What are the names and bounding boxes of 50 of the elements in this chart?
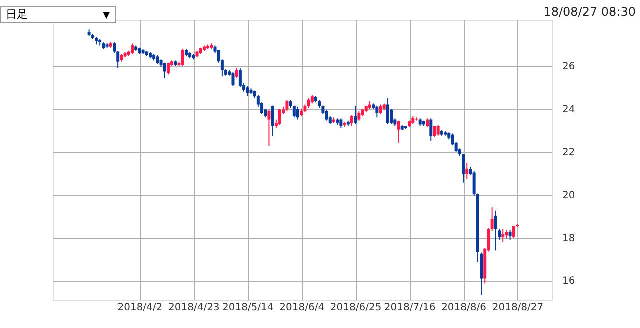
y-tick-label: 26 [562,62,576,73]
y-tick-label: 22 [562,147,576,158]
y-tick-label: 24 [562,104,576,116]
candlestick [376,105,379,118]
candlestick [181,48,184,67]
candlestick [490,207,494,232]
candlestick [130,43,134,55]
candlestick [235,68,238,78]
candlestick [397,120,400,144]
candlestick [436,124,440,136]
candlestick [307,98,310,108]
candlestick [379,104,382,115]
candlestick [286,100,289,112]
x-tick-label: 2018/6/25 [330,302,382,314]
y-tick-label: 18 [562,233,576,244]
x-tick-label: 2018/6/4 [280,302,325,314]
candlestick [340,118,343,129]
candlestick [350,114,354,127]
candlestick [430,118,433,142]
candlestick [390,108,394,125]
text: 日足 [6,8,28,21]
candlestick [268,110,271,147]
candlestick [508,230,512,240]
y-tick-label: 20 [562,190,576,202]
candlestick [163,62,166,79]
candlestick [358,110,361,122]
candlestick [466,162,469,180]
x-tick-label: 2018/5/14 [222,302,274,314]
candlestick [386,98,390,125]
candlestick [433,126,436,138]
x-tick-label: 2018/8/27 [492,302,544,314]
candlestick [232,72,235,88]
y-tick-label: 16 [562,276,576,288]
candlestick [296,106,300,120]
x-tick-label: 2018/8/6 [442,302,486,314]
candlestick [502,228,505,243]
candlestick [494,210,498,252]
x-tick-label: 2018/4/23 [168,302,220,314]
candlestick [166,62,170,76]
candlestick [354,106,358,125]
x-tick-label: 2018/4/2 [118,302,163,314]
text: 18/08/27 08:30 [544,5,636,19]
candlestick [238,68,242,88]
candlestick [271,105,274,137]
candlestick [246,86,250,97]
candlestick [512,225,516,239]
candlestick [325,110,328,122]
candlestick [278,108,282,126]
x-tick-label: 2018/7/16 [384,302,436,314]
annotation: ▼ [103,11,110,21]
